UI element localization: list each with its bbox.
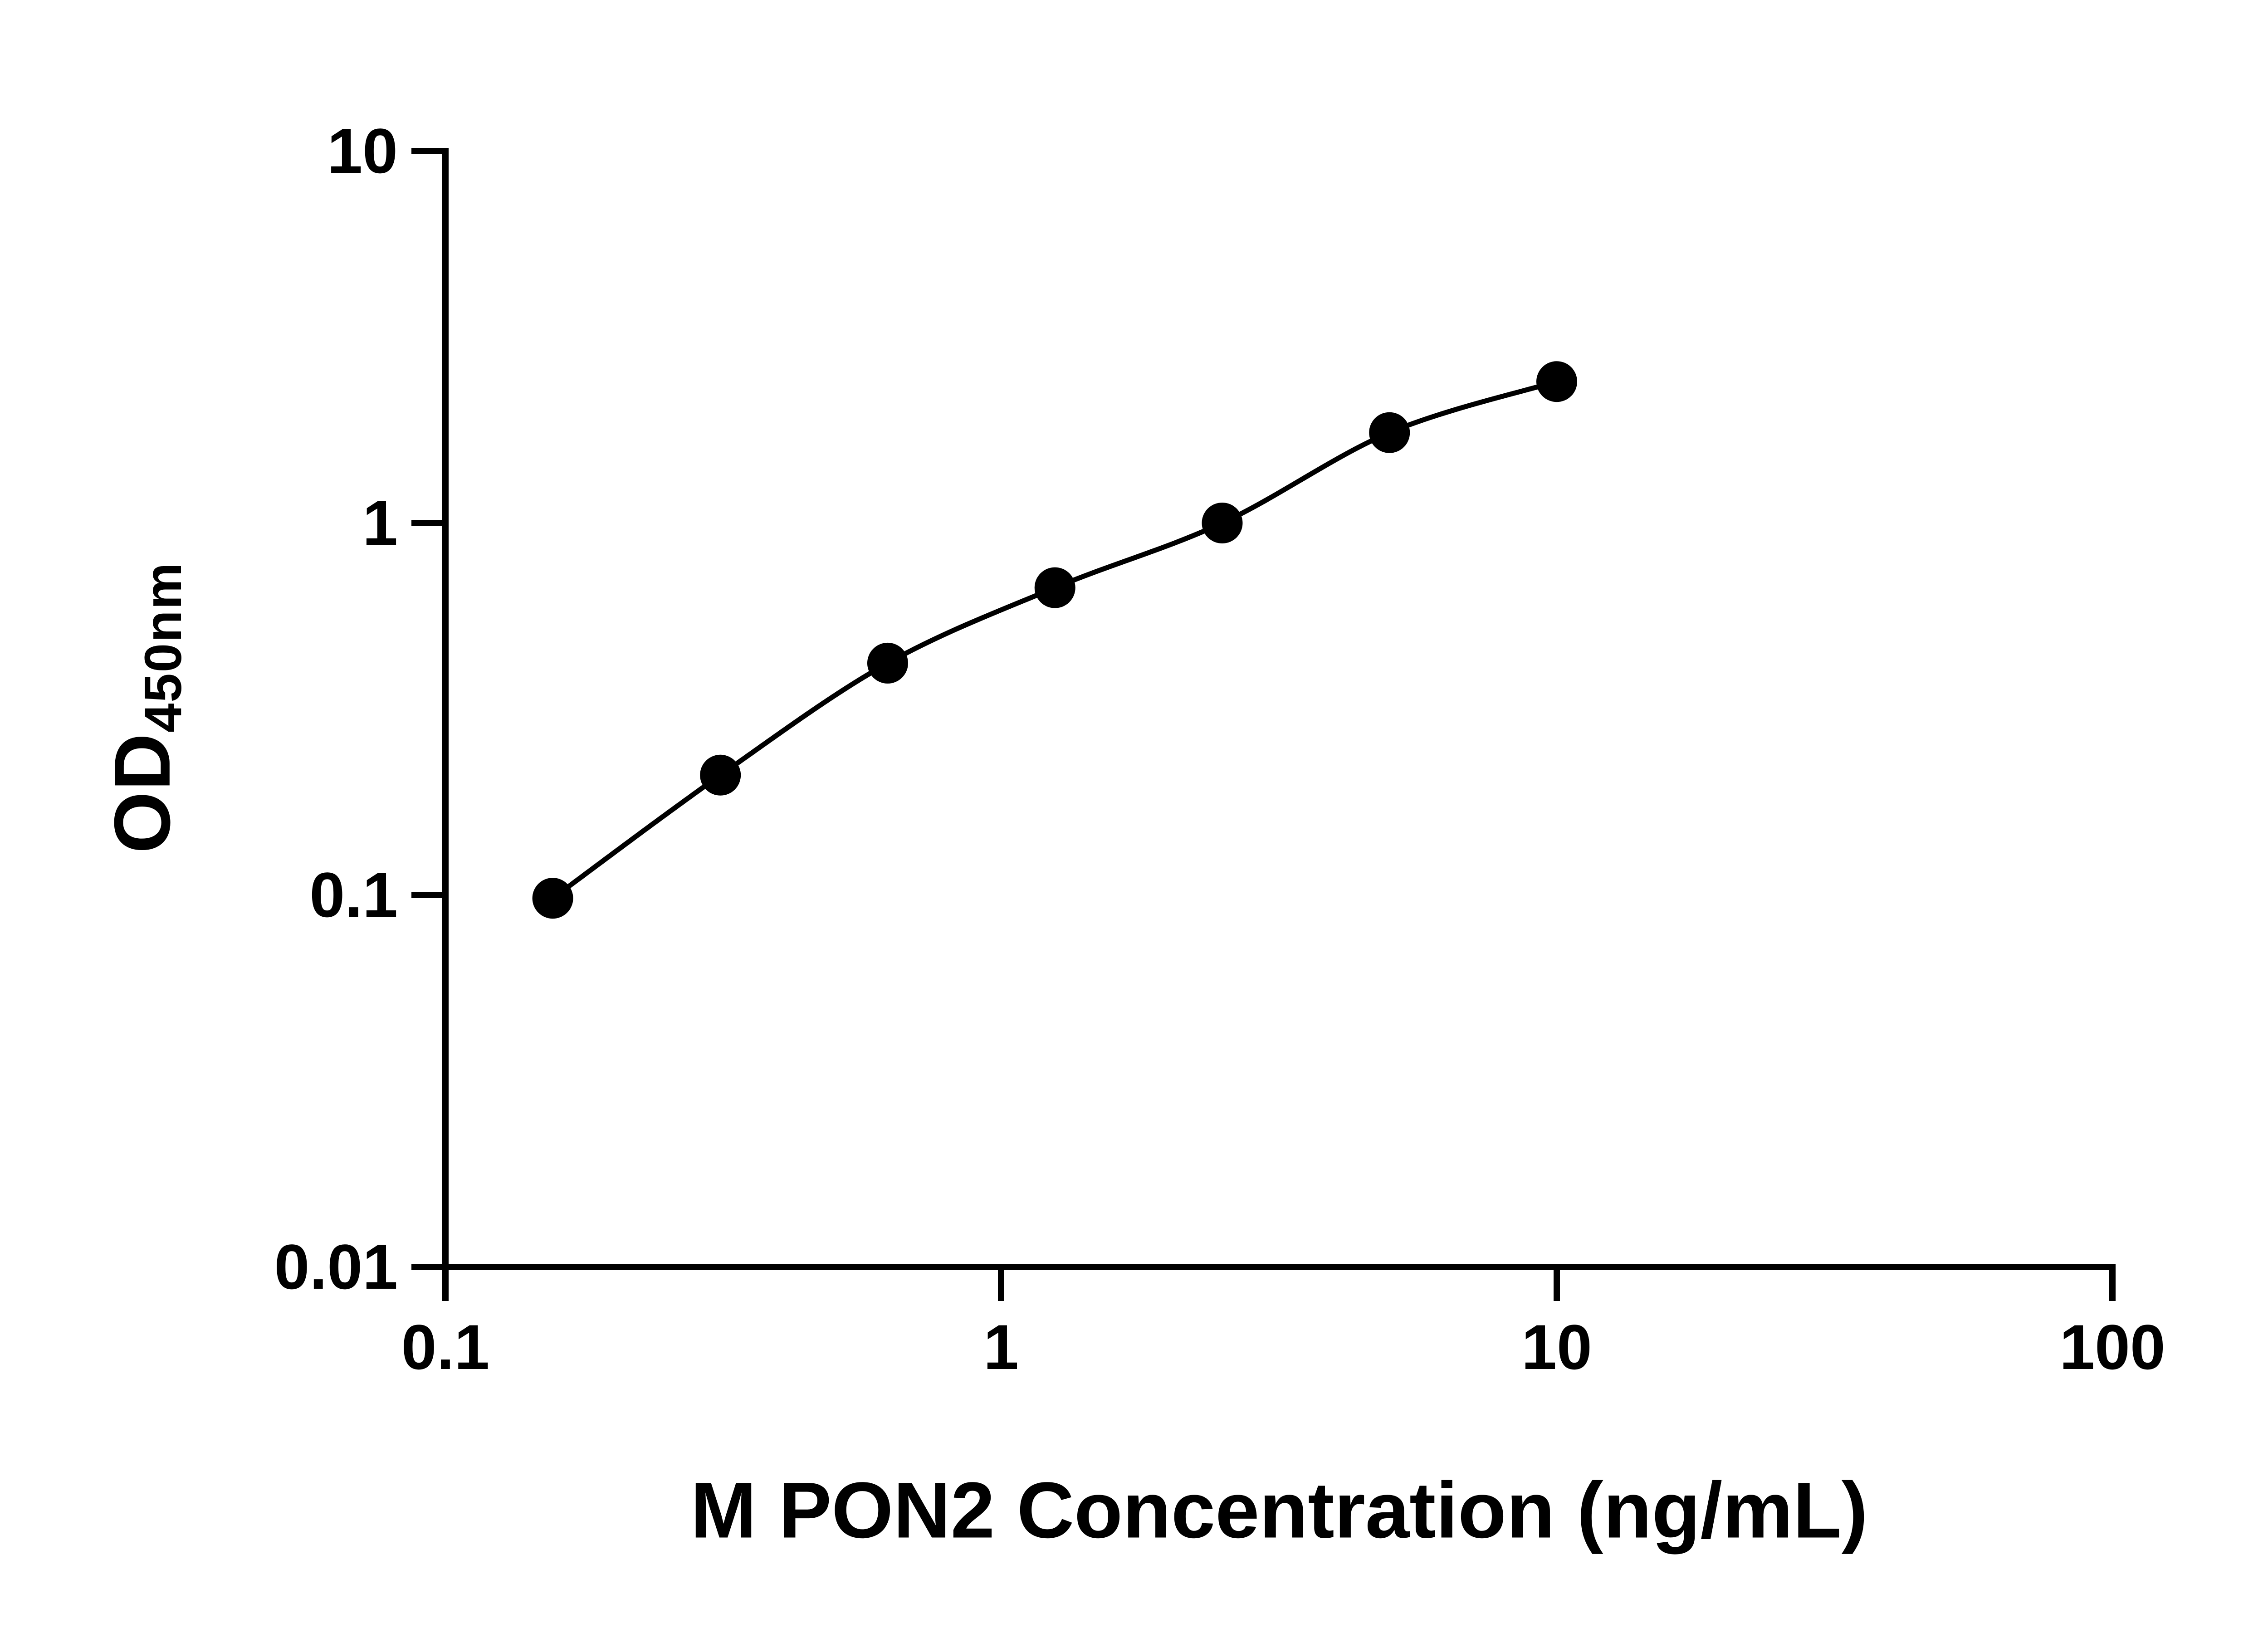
data-point-marker: [1369, 412, 1410, 453]
data-point-marker: [867, 642, 908, 684]
x-axis-title: M PON2 Concentration (ng/mL): [690, 1466, 1868, 1555]
y-axis-tick-label: 1: [362, 487, 398, 558]
data-point-marker: [532, 878, 573, 919]
y-axis-tick-label: 0.01: [274, 1231, 398, 1302]
y-axis-title: OD450nm: [97, 562, 193, 853]
y-axis-tick-label: 0.1: [309, 859, 398, 930]
x-axis-tick-label: 100: [2059, 1311, 2165, 1383]
standard-curve-fit-line: [551, 379, 1558, 900]
x-axis-tick-label: 0.1: [401, 1311, 490, 1383]
data-point-marker: [1034, 567, 1075, 608]
y-axis-title-subscript: 450nm: [134, 562, 193, 733]
x-axis-tick-label: 10: [1521, 1311, 1592, 1383]
y-axis-tick-label: 10: [327, 115, 398, 186]
y-axis-title-main: OD: [98, 732, 187, 854]
data-point-marker: [700, 754, 741, 796]
x-axis-tick-label: 1: [983, 1311, 1019, 1383]
data-point-marker: [1202, 503, 1243, 543]
data-point-marker: [1536, 361, 1577, 402]
